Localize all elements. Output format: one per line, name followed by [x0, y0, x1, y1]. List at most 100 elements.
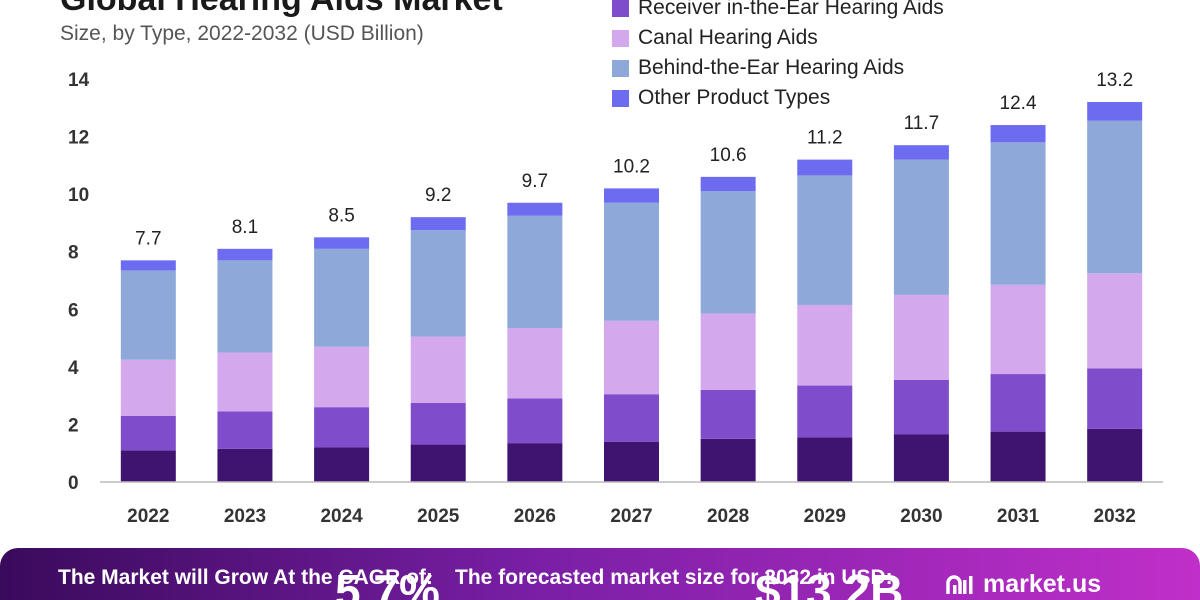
x-tick-label: 2027 [610, 506, 652, 527]
bar-segment [604, 394, 659, 442]
bar-segment [1087, 102, 1143, 121]
bar-segment [314, 237, 370, 249]
chart-legend: Receiver in-the-Ear Hearing Aids Canal H… [612, 0, 944, 113]
footer-cagr-text: The Market will Grow At the CAGR of: [58, 566, 433, 589]
footer-banner: The Market will Grow At the CAGR of: 5.7… [0, 548, 1200, 600]
bar-segment [797, 175, 853, 305]
bar-total-label: 10.2 [613, 156, 650, 177]
bar-segment [797, 304, 853, 386]
bar-segment [217, 248, 273, 261]
bar-segment [700, 176, 756, 192]
footer-brand[interactable]: market.us [945, 570, 1101, 599]
y-tick-label: 6 [68, 300, 79, 321]
legend-swatch-other [612, 89, 629, 107]
bar-segment [120, 415, 176, 451]
bar-segment [507, 398, 563, 444]
bar-segment [797, 437, 853, 482]
bar-segment [797, 385, 853, 438]
bar-total-label: 8.5 [328, 205, 354, 226]
legend-swatch-canal [612, 29, 629, 47]
market-us-logo-icon [946, 574, 973, 594]
bar-segment [1087, 368, 1143, 429]
bar-segment [893, 294, 949, 380]
y-tick-label: 2 [68, 415, 79, 436]
bar-segment [507, 202, 563, 216]
y-tick-label: 14 [68, 70, 90, 91]
bar-segment [120, 450, 176, 482]
brand-name: market.us [983, 570, 1102, 598]
legend-item-canal: Canal Hearing Aids [612, 23, 944, 53]
y-tick-label: 12 [68, 128, 89, 149]
bar-total-label: 12.4 [1000, 93, 1037, 114]
stacked-bar-chart: 0 2 4 6 8 10 12 14 7.7 2022 8.1 2023 8.5 2024 9.2 2025 9… [68, 70, 1163, 527]
legend-item-receiver-in-ear: Receiver in-the-Ear Hearing Aids [612, 0, 944, 23]
bar-segment [893, 379, 949, 435]
x-tick-label: 2028 [707, 506, 749, 527]
x-tick-label: 2030 [900, 506, 942, 527]
bar-segment [410, 444, 466, 482]
bar-total-label: 11.7 [904, 113, 940, 134]
bar-segment [217, 411, 273, 449]
bar-segment [990, 125, 1046, 143]
bar-segment [990, 431, 1046, 482]
bar-segment [507, 215, 563, 328]
bar-segment [797, 159, 853, 176]
bar-total-label: 10.6 [710, 145, 747, 166]
bar-total-label: 11.2 [807, 128, 843, 149]
bar-segment [314, 407, 370, 448]
bar-segment [700, 389, 756, 439]
bar-segment [604, 441, 659, 482]
chart-subtitle: Size, by Type, 2022-2032 (USD Billion) [60, 22, 424, 45]
bar-segment [700, 438, 756, 482]
bar-segment [990, 284, 1046, 375]
bar-total-label: 9.2 [425, 185, 451, 206]
footer-forecast-text: The forecasted market size for 2032 in U… [455, 566, 893, 589]
bar-segment [120, 359, 176, 416]
y-tick-label: 8 [68, 243, 79, 264]
bar-segment [217, 352, 273, 412]
bar-segment [410, 230, 466, 337]
bar-segment [314, 447, 370, 482]
legend-label-behind-ear: Behind-the-Ear Hearing Aids [638, 56, 905, 79]
footer-forecast-value: $13.2B [755, 565, 904, 600]
bar-segment [990, 374, 1046, 432]
x-tick-label: 2024 [320, 506, 363, 527]
legend-label-canal: Canal Hearing Aids [638, 26, 818, 49]
bar-segment [217, 448, 273, 482]
bar-segment [893, 145, 949, 160]
bar-total-label: 8.1 [232, 217, 258, 238]
bar-segment [314, 248, 370, 347]
x-tick-label: 2026 [514, 506, 556, 527]
bar-segment [1087, 428, 1143, 482]
chart-title: Global Hearing Aids Market [60, 0, 503, 19]
legend-label-receiver-in-ear: Receiver in-the-Ear Hearing Aids [638, 0, 944, 19]
y-tick-label: 0 [68, 473, 79, 494]
bar-segment [314, 346, 370, 408]
bar-segment [120, 270, 176, 360]
bar-total-label: 13.2 [1096, 70, 1133, 91]
bar-segment [604, 202, 659, 321]
legend-item-behind-ear: Behind-the-Ear Hearing Aids [612, 53, 944, 83]
bar-segment [700, 191, 756, 314]
bar-segment [507, 327, 563, 399]
bar-segment [700, 313, 756, 390]
legend-swatch-receiver-in-ear [612, 0, 629, 17]
legend-item-other: Other Product Types [612, 83, 944, 113]
bar-segment [893, 159, 949, 295]
x-tick-label: 2029 [804, 506, 846, 527]
bar-segment [893, 434, 949, 482]
x-tick-label: 2023 [224, 506, 266, 527]
bar-segment [604, 320, 659, 395]
bar-segment [990, 142, 1046, 285]
bar-segment [410, 217, 466, 231]
x-tick-label: 2022 [127, 506, 169, 527]
bar-segment [507, 443, 563, 482]
bar-segment [410, 402, 466, 445]
bar-segment [604, 188, 659, 203]
bar-segment [120, 260, 176, 271]
x-tick-label: 2032 [1094, 506, 1136, 527]
bar-segment [217, 260, 273, 353]
y-tick-label: 4 [68, 358, 79, 379]
bar-segment [1087, 120, 1143, 274]
x-tick-label: 2025 [417, 506, 460, 527]
